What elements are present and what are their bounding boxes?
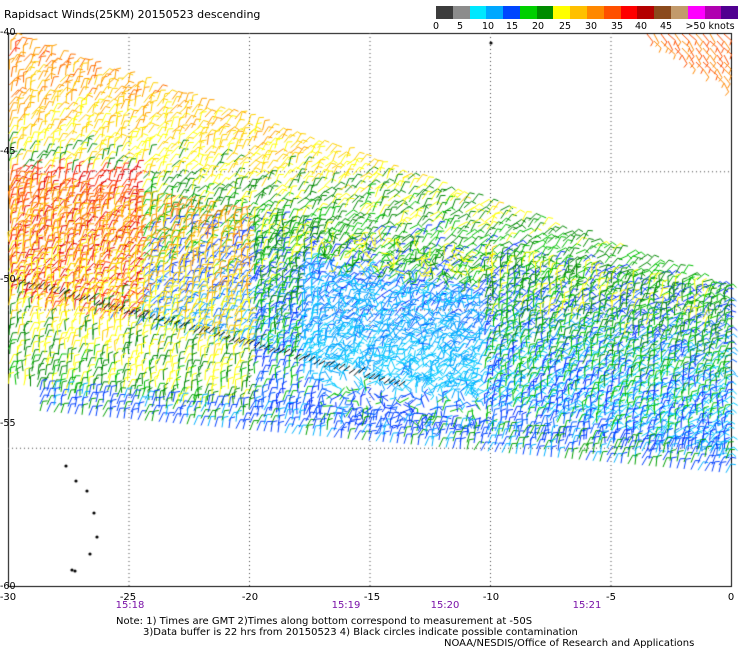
color-swatch (654, 6, 671, 19)
color-swatch (704, 6, 722, 19)
lon-label: -20 (241, 592, 259, 603)
color-swatch (721, 6, 739, 19)
pass-time: 15:20 (430, 600, 460, 611)
scale-label: 40 (634, 21, 648, 32)
scale-label: 30 (584, 21, 598, 32)
lon-label: -5 (606, 592, 616, 603)
color-swatch (553, 6, 571, 19)
lat-label: -40 (0, 27, 16, 38)
scale-label: 35 (610, 21, 624, 32)
scale-label: 15 (505, 21, 519, 32)
lat-label: -50 (0, 274, 16, 285)
pass-time: 15:19 (331, 600, 361, 611)
credit-line: NOAA/NESDIS/Office of Research and Appli… (444, 638, 695, 649)
color-swatch (570, 6, 588, 19)
color-swatch (486, 6, 504, 19)
scale-label: 5 (456, 21, 464, 32)
plot-title: Rapidsact Winds(25KM) 20150523 descendin… (4, 8, 261, 21)
lat-label: -55 (0, 418, 16, 429)
color-swatch (603, 6, 621, 19)
color-swatch (587, 6, 604, 19)
pass-time: 15:18 (115, 600, 145, 611)
scale-label: 25 (558, 21, 572, 32)
color-swatch (637, 6, 655, 19)
color-swatch (469, 6, 487, 19)
color-swatch (620, 6, 638, 19)
lon-label: -10 (482, 592, 500, 603)
color-scale: 0 5 10 15 20 25 30 35 40 45 >50 knots (432, 6, 739, 32)
lon-label: -15 (363, 592, 381, 603)
lat-label: -45 (0, 146, 16, 157)
color-swatch (519, 6, 537, 19)
scale-label: 20 (531, 21, 545, 32)
scale-label: 45 (659, 21, 673, 32)
lon-label: -25 (119, 592, 137, 603)
scale-label: >50 knots (685, 21, 735, 32)
scale-label: 0 (432, 21, 440, 32)
lon-label: 0 (727, 592, 735, 603)
color-swatch (536, 6, 554, 19)
lon-label: -30 (0, 592, 17, 603)
color-swatch (670, 6, 688, 19)
lat-label: -60 (0, 581, 16, 592)
note-line-2: 3)Data buffer is 22 hrs from 20150523 4)… (143, 627, 578, 638)
color-scale-bar (436, 6, 739, 19)
note-line-1: Note: 1) Times are GMT 2)Times along bot… (116, 616, 533, 627)
pass-time: 15:21 (572, 600, 602, 611)
color-swatch (503, 6, 520, 19)
color-swatch (436, 6, 453, 19)
color-swatch (687, 6, 705, 19)
scale-label: 10 (481, 21, 495, 32)
color-swatch (452, 6, 470, 19)
